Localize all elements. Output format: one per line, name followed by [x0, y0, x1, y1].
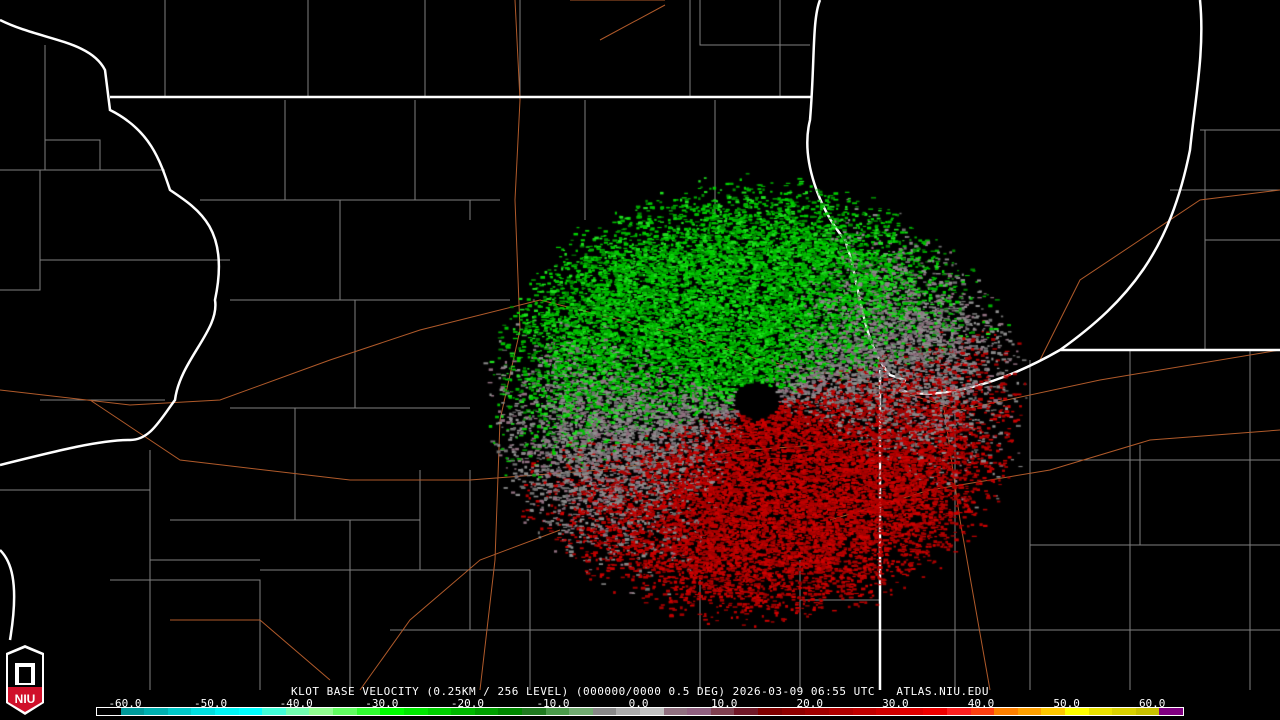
colorbar-swatch [592, 708, 617, 715]
colorbar-swatch [1017, 708, 1042, 715]
colorbar-swatch [805, 708, 829, 715]
colorbar-swatch [710, 708, 735, 715]
colorbar-swatch [1135, 708, 1160, 715]
colorbar-tick: 50.0 [1053, 697, 1080, 710]
colorbar-swatch [427, 708, 452, 715]
colorbar-swatch [215, 708, 239, 715]
colorbar-swatch [191, 708, 216, 715]
colorbar-swatch [333, 708, 357, 715]
colorbar-tick: 60.0 [1138, 697, 1166, 710]
colorbar-swatch [1088, 708, 1113, 715]
colorbar-swatch [356, 708, 381, 715]
colorbar-swatch [498, 708, 522, 715]
colorbar-swatch [640, 708, 664, 715]
colorbar-tick: -60.0 [108, 697, 142, 710]
colorbar-tick: 40.0 [967, 697, 995, 710]
colorbar-swatch [663, 708, 688, 715]
colorbar-swatch [1112, 708, 1136, 715]
colorbar-swatch [852, 708, 877, 715]
colorbar-swatch [994, 708, 1018, 715]
colorbar-tick: -30.0 [365, 697, 399, 710]
colorbar-swatch [946, 708, 971, 715]
colorbar-swatch [876, 708, 900, 715]
colorbar-swatch [758, 708, 782, 715]
colorbar-swatch [167, 708, 192, 715]
colorbar-tick: 20.0 [796, 697, 824, 710]
colorbar-swatch [781, 708, 806, 715]
colorbar-swatch [545, 708, 570, 715]
colorbar-tick: -20.0 [450, 697, 484, 710]
colorbar-swatch [970, 708, 995, 715]
logo-text: NIU [15, 692, 36, 706]
colorbar-swatch [403, 708, 428, 715]
colorbar-swatch [1159, 708, 1184, 715]
colorbar-swatch [899, 708, 924, 715]
colorbar-swatch [451, 708, 475, 715]
product-title: KLOT BASE VELOCITY (0.25KM / 256 LEVEL) … [290, 685, 989, 698]
colorbar-swatch [474, 708, 499, 715]
colorbar-tick: 30.0 [882, 697, 909, 710]
colorbar-swatch [616, 708, 641, 715]
niu-logo: NIU [6, 645, 44, 715]
colorbar-swatch [521, 708, 546, 715]
colorbar-swatch [120, 708, 145, 715]
colorbar-swatch [285, 708, 310, 715]
colorbar-swatch [144, 708, 168, 715]
colorbar-swatch [380, 708, 404, 715]
colorbar-swatch [923, 708, 947, 715]
colorbar-swatch [1041, 708, 1065, 715]
colorbar-tick: -40.0 [279, 697, 313, 710]
colorbar-swatch [238, 708, 263, 715]
colorbar-swatch [734, 708, 759, 715]
colorbar-swatch [828, 708, 853, 715]
colorbar-swatch [569, 708, 593, 715]
colorbar-tick: 10.0 [710, 697, 738, 710]
colorbar-swatch [1064, 708, 1089, 715]
colorbar-tick: 0.0 [628, 697, 649, 710]
colorbar-swatch [262, 708, 286, 715]
colorbar-swatch [97, 708, 121, 715]
colorbar-swatch [309, 708, 334, 715]
colorbar-tick: -50.0 [194, 697, 228, 710]
colorbar-swatch [687, 708, 711, 715]
colorbar-tick: -10.0 [536, 697, 570, 710]
velocity-colorbar [96, 707, 1184, 716]
